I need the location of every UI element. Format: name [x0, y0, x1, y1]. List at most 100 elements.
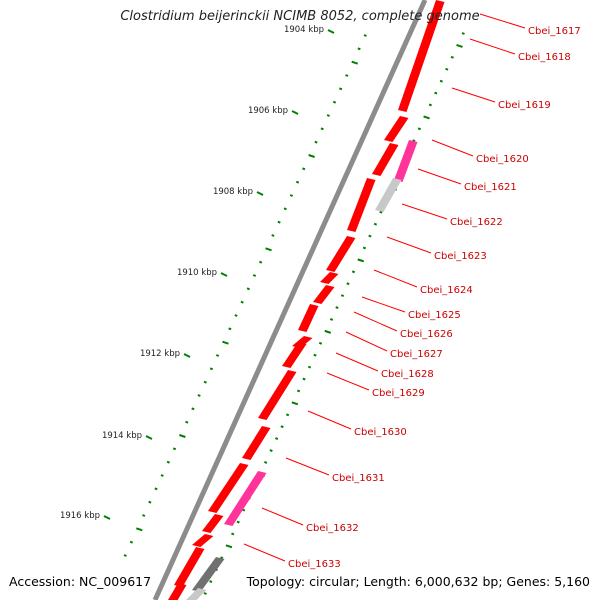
gene-label: Cbei_1617 [528, 26, 581, 37]
gc-dot [335, 306, 339, 309]
gc-dot [313, 353, 317, 357]
gc-dot [280, 425, 284, 429]
gc-dot [154, 487, 158, 491]
gc-dot [271, 234, 275, 237]
gene-block [192, 534, 214, 547]
gc-dot [289, 194, 294, 197]
leader-line [335, 352, 379, 372]
kbp-tick [145, 435, 153, 440]
gene-label: Cbei_1627 [390, 349, 443, 360]
kbp-label: 1904 kbp [284, 25, 324, 35]
kbp-tick [291, 110, 299, 115]
leader-line [479, 13, 526, 29]
gc-dot [445, 67, 449, 71]
kbp-tick [183, 353, 191, 358]
gc-dot [417, 127, 421, 131]
gc-skew-dots-outer [123, 34, 367, 557]
gc-dot [259, 260, 263, 264]
leader-line [353, 311, 398, 332]
gc-dot [264, 461, 268, 464]
gc-dot [368, 234, 372, 238]
gc-dot [123, 554, 127, 557]
kbp-label: 1912 kbp [140, 349, 180, 359]
gc-dot [191, 407, 195, 411]
gene-block [168, 583, 187, 600]
gc-dot [351, 270, 356, 274]
gc-dot [307, 365, 312, 369]
gc-dot [363, 34, 367, 37]
gene-label: Cbei_1631 [332, 473, 385, 484]
gc-dot [209, 580, 213, 584]
gene-label: Cbei_1621 [464, 182, 517, 193]
gc-dot [228, 327, 232, 331]
kbp-scale: 1904 kbp 1906 kbp 1908 kbp 1910 kbp 1912 kbp… [60, 25, 335, 521]
leader-line [431, 139, 474, 157]
gc-dot [252, 274, 257, 277]
gc-dot [345, 74, 349, 77]
gc-dot [318, 341, 323, 345]
gc-dot [209, 367, 214, 371]
gc-dot [166, 460, 170, 464]
kbp-tick [327, 29, 335, 34]
gc-dot [332, 100, 337, 104]
gc-dot [265, 247, 272, 252]
gene-label: Cbei_1620 [476, 154, 529, 165]
leader-line [469, 38, 516, 55]
gc-dot [423, 115, 430, 120]
kbp-tick [220, 272, 228, 277]
gc-dot [320, 127, 324, 131]
gc-dot [185, 420, 189, 424]
gc-dot [302, 377, 306, 381]
gc-dot [295, 180, 300, 184]
gc-dot [129, 540, 134, 544]
gc-dot [450, 55, 454, 59]
gc-dot [314, 140, 318, 144]
kbp-label: 1916 kbp [60, 511, 100, 521]
gc-dot [373, 222, 378, 226]
map-title: Clostridium beijerinckii NCIMB 8052, com… [120, 9, 480, 24]
gc-dot [302, 167, 306, 171]
gc-dot [412, 139, 416, 143]
leader-line [261, 507, 304, 526]
gene-block [202, 514, 224, 533]
gene-label: Cbei_1619 [498, 100, 551, 111]
kbp-label: 1910 kbp [177, 268, 217, 278]
gc-dot [346, 282, 350, 286]
gc-dot [461, 32, 465, 35]
gene-block [298, 304, 319, 332]
leader-line [417, 168, 462, 185]
genome-backbone [152, 0, 428, 600]
gene-label: Cbei_1630 [354, 427, 407, 438]
leader-line [401, 203, 448, 220]
gc-dot [296, 389, 301, 393]
gene-label: Cbei_1618 [518, 52, 571, 63]
gc-dot [142, 514, 146, 517]
gene-block [282, 342, 307, 368]
gene-block [372, 143, 399, 176]
gene-label: Cbei_1628 [381, 369, 434, 380]
leader-line [307, 410, 352, 430]
gc-dot [329, 318, 334, 321]
gc-dot [379, 210, 383, 214]
leader-line [243, 543, 286, 562]
kbp-label: 1908 kbp [213, 187, 253, 197]
gc-dot [340, 294, 345, 298]
gc-dot [236, 520, 240, 524]
gc-dot [357, 258, 365, 263]
leader-line [285, 457, 330, 476]
gc-dot [428, 103, 432, 107]
gene-label: Cbei_1622 [450, 217, 503, 228]
gene-block [258, 370, 297, 420]
gc-dot [274, 437, 279, 441]
gc-dot [285, 413, 290, 417]
gc-dot [234, 314, 238, 317]
gene-block [186, 588, 207, 600]
gc-dot [225, 544, 233, 549]
gc-dot [246, 287, 250, 291]
gene-block [320, 272, 339, 284]
kbp-label: 1914 kbp [102, 431, 142, 441]
gene-block [326, 236, 356, 272]
gene-label: Cbei_1632 [306, 523, 359, 534]
gene-label: Cbei_1629 [372, 388, 425, 399]
